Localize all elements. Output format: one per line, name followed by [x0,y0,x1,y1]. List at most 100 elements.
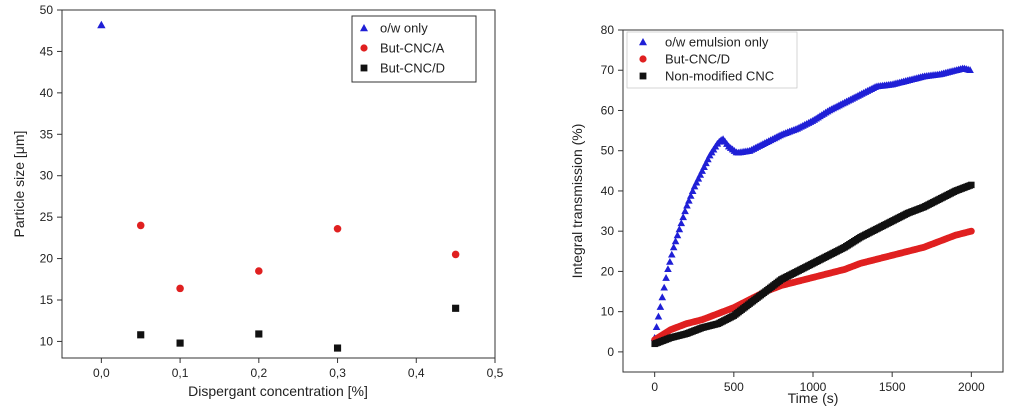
left-legend-label-0: o/w only [380,21,428,36]
right-x-axis-label: Time (s) [788,390,839,406]
right-y-tick-label: 80 [601,23,615,37]
right-point-non-modified-cnc [968,181,975,189]
right-point-o-w-emulsion-only [666,257,674,265]
right-point-o-w-emulsion-only [662,274,670,281]
right-legend-label-0: o/w emulsion only [665,35,769,50]
left-point-but-cnc-a [255,267,263,275]
right-point-o-w-emulsion-only [686,191,695,199]
right-point-o-w-emulsion-only [677,219,686,227]
left-legend-box [351,15,477,83]
left-y-tick-label: 10 [40,334,54,348]
right-point-o-w-emulsion-only [702,159,710,167]
left-y-axis-label: Particle size [μm] [11,131,27,238]
right-point-o-w-emulsion-only [698,167,706,174]
right-point-but-cnc-d [967,227,975,235]
left-x-ticks: 0,0 0,1 0,2 0,3 0,4 0,5 [93,358,504,380]
right-point-o-w-emulsion-only [692,178,701,186]
left-y-tick-label: 45 [40,44,54,58]
left-x-tick-label: 0,0 [93,366,110,380]
right-legend-label-1: But-CNC/D [665,52,730,67]
left-x-tick-label: 0,1 [172,366,189,380]
right-y-ticks: 0 10 20 30 40 50 60 70 80 [601,23,623,359]
right-point-o-w-emulsion-only [685,196,693,204]
right-point-o-w-emulsion-only [690,182,699,190]
right-point-o-w-emulsion-only [704,155,712,163]
right-x-tick-label: 1500 [879,380,906,394]
right-legend-marker-1 [639,55,647,63]
right-point-o-w-emulsion-only [664,265,672,273]
right-y-axis-label: Integral transmission (%) [569,124,585,279]
right-chart: 0 500 1000 1500 2000 0 10 20 30 40 50 60 70 80 Time … [569,23,1004,406]
left-y-ticks: 10 15 20 25 30 35 40 45 50 [40,3,62,348]
left-point-but-cnc-d [176,339,184,347]
left-y-tick-label: 25 [40,210,54,224]
right-point-o-w-emulsion-only [660,283,668,291]
right-y-tick-label: 0 [607,345,614,359]
right-legend: o/w emulsion only But-CNC/D Non-modified C… [626,31,798,89]
right-point-o-w-emulsion-only [654,312,663,320]
right-point-o-w-emulsion-only [675,225,684,233]
right-y-tick-label: 60 [601,103,615,117]
left-point-but-cnc-a [136,221,145,230]
left-y-tick-label: 15 [40,293,54,307]
left-legend-marker-1 [360,44,368,52]
right-point-o-w-emulsion-only [696,170,705,178]
right-x-tick-label: 500 [724,380,744,394]
right-legend-box [626,31,798,89]
right-data-points [650,64,975,348]
left-x-tick-label: 0,5 [487,366,504,380]
left-data-points [97,20,460,352]
right-point-o-w-emulsion-only [673,231,682,239]
left-x-tick-label: 0,3 [329,366,346,380]
right-x-tick-label: 2000 [958,380,985,394]
left-point-but-cnc-d [137,331,145,339]
right-x-tick-label: 1000 [800,380,827,394]
right-y-tick-label: 40 [601,184,615,198]
right-point-o-w-emulsion-only [669,243,678,251]
left-point-but-cnc-d [333,344,342,352]
left-point-but-cnc-a [333,224,342,233]
right-point-o-w-emulsion-only [652,323,661,330]
right-point-o-w-emulsion-only [966,66,974,73]
left-legend-marker-2 [360,64,368,72]
left-y-tick-label: 40 [40,86,54,100]
left-y-tick-label: 50 [40,3,54,17]
left-x-tick-label: 0,2 [250,366,267,380]
left-x-tick-label: 0,4 [408,366,425,380]
left-legend-marker-0 [360,24,368,32]
right-y-tick-label: 70 [601,63,615,77]
left-x-axis-label: Dispergant concentration [%] [188,383,368,399]
left-point-but-cnc-a [451,250,460,259]
right-x-ticks: 0 500 1000 1500 2000 [651,372,985,394]
left-y-tick-label: 20 [40,252,54,266]
right-point-o-w-emulsion-only [688,187,697,194]
left-y-tick-label: 30 [40,169,54,183]
right-y-tick-label: 20 [601,264,615,278]
left-point-but-cnc-d [452,304,460,312]
right-point-o-w-emulsion-only [683,201,691,209]
right-legend-label-2: Non-modified CNC [665,69,774,84]
right-y-tick-label: 30 [601,224,615,238]
right-point-o-w-emulsion-only [667,250,676,258]
left-legend-label-2: But-CNC/D [380,61,445,76]
right-point-o-w-emulsion-only [700,163,708,171]
left-chart: 0,0 0,1 0,2 0,3 0,4 0,5 10 15 20 25 30 35 40 45 50 Di… [11,3,504,399]
left-plot-frame [61,9,496,359]
left-point-o-w-only [97,20,106,29]
right-legend-marker-2 [639,72,647,80]
right-point-o-w-emulsion-only [658,293,667,301]
left-legend-label-1: But-CNC/A [380,41,445,56]
right-point-o-w-emulsion-only [694,174,703,182]
right-point-o-w-emulsion-only [656,303,665,310]
right-point-o-w-emulsion-only [671,237,680,245]
left-point-but-cnc-d [255,330,263,338]
right-y-tick-label: 50 [601,144,615,158]
right-y-tick-label: 10 [601,305,615,319]
right-point-o-w-emulsion-only [679,213,687,221]
left-legend: o/w only But-CNC/A But-CNC/D [351,15,477,83]
left-point-but-cnc-a [176,284,184,293]
right-x-tick-label: 0 [651,380,658,394]
left-y-tick-label: 35 [40,127,54,141]
